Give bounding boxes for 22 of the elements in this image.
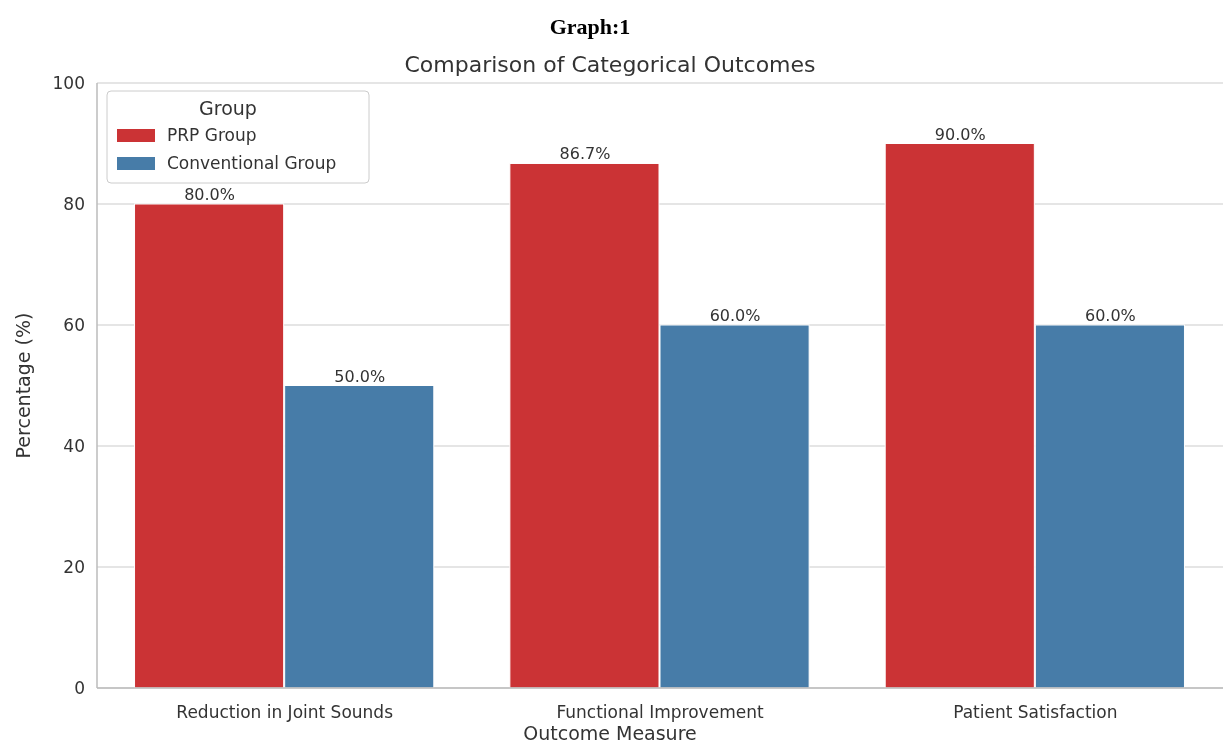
legend-label: Conventional Group [167, 153, 337, 173]
x-tick-label: Patient Satisfaction [953, 702, 1118, 722]
y-tick-label: 100 [52, 73, 85, 93]
x-axis-title: Outcome Measure [523, 722, 697, 744]
legend-label: PRP Group [167, 125, 257, 145]
y-tick-label: 20 [63, 557, 85, 577]
data-label: 86.7% [559, 144, 611, 164]
x-tick-label: Functional Improvement [556, 702, 764, 722]
data-label: 50.0% [334, 366, 386, 386]
chart-title: Comparison of Categorical Outcomes [404, 52, 816, 77]
y-tick-label: 0 [74, 678, 85, 698]
data-label: 80.0% [184, 185, 236, 204]
y-tick-label: 40 [63, 436, 85, 456]
data-label: 60.0% [709, 306, 761, 325]
data-label: 60.0% [1084, 306, 1136, 325]
data-label: 90.0% [934, 124, 986, 144]
text: Graph:1 [549, 14, 631, 39]
y-axis-title: Percentage (%) [12, 312, 34, 459]
y-tick-label: 60 [63, 315, 85, 335]
legend-title: Group [199, 97, 257, 119]
x-tick-label: Reduction in Joint Sounds [176, 702, 394, 722]
y-tick-label: 80 [63, 194, 85, 214]
